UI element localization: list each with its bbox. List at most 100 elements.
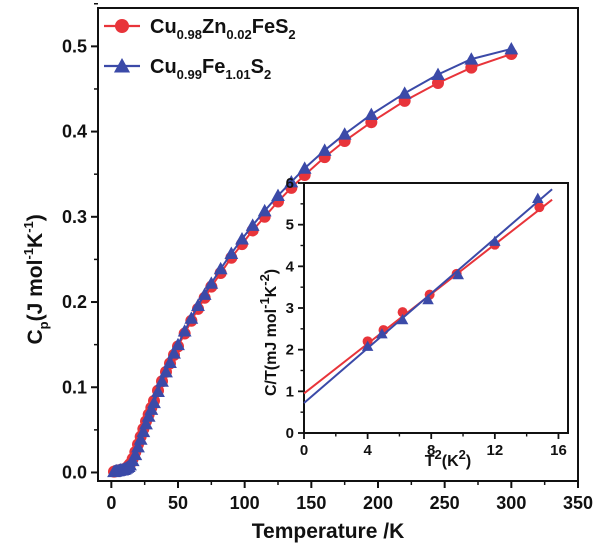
data-point (432, 76, 444, 89)
data-point (464, 52, 479, 65)
inset-y-tick-label: 3 (286, 300, 294, 317)
legend-marker (113, 57, 131, 73)
data-point (133, 432, 148, 445)
main-plot-frame (97, 7, 579, 482)
y-title-base: C (24, 329, 47, 344)
main-plot: 0 50 100 150 200 250 300 3500.00.10.20.30.40.5T… (21, 2, 593, 543)
legend-label-sub: 0.98 (177, 27, 202, 42)
legend-label: Cu0.98Zn0.02FeS2 (150, 16, 296, 42)
inset-y-title-sup: -1 (257, 297, 272, 309)
inset-x-title-end: ) (466, 453, 471, 470)
data-point (396, 313, 409, 325)
x-tick-label: 200 (363, 493, 393, 513)
inset-y-axis-title: C/T(mJ mol-1K-2) (257, 269, 280, 396)
y-title-sub: p (36, 321, 51, 329)
y-tick-label: 0.5 (62, 36, 87, 56)
data-point (171, 337, 185, 351)
data-point (245, 218, 260, 231)
data-point (136, 424, 151, 438)
data-point (235, 232, 249, 245)
data-point (184, 311, 199, 324)
legend-label-sub: 1.01 (225, 67, 250, 82)
x-tick-label: 150 (296, 493, 326, 513)
x-tick-label: 0 (106, 493, 116, 513)
inset-x-tick-label: 8 (427, 442, 435, 459)
data-point (141, 409, 156, 422)
legend-label: Cu0.99Fe1.01S2 (150, 56, 271, 82)
inset-x-title-rest: (K (442, 453, 459, 470)
x-axis-title: Temperature /K (252, 520, 405, 543)
data-point (257, 203, 272, 217)
y-title-rest: (J mol (24, 260, 47, 322)
inset-y-tick-label: 6 (286, 175, 294, 192)
data-point (204, 276, 219, 289)
data-point (128, 447, 143, 461)
inset-x-tick-label: 16 (550, 442, 567, 459)
data-point (144, 402, 159, 415)
x-tick-label: 50 (168, 493, 188, 513)
inset-y-title-end: ) (263, 269, 280, 274)
legend-label-part: Cu (150, 16, 177, 38)
inset-x-title-base: T (425, 453, 435, 470)
data-point (489, 235, 501, 246)
data-point (155, 374, 169, 387)
data-point (534, 202, 545, 213)
x-tick-label: 250 (430, 493, 460, 513)
inset-y-tick-label: 5 (286, 217, 294, 234)
data-point (224, 246, 239, 259)
data-point (167, 346, 181, 359)
data-point (431, 67, 445, 80)
data-point (159, 365, 173, 378)
legend-label-sub: 2 (264, 67, 271, 82)
inset-x-tick-label: 0 (300, 442, 308, 459)
y-title-end: ) (24, 214, 47, 221)
data-point (147, 395, 161, 409)
legend-label-sub: 2 (288, 27, 295, 42)
inset-frame (303, 182, 569, 434)
data-point (465, 61, 478, 74)
data-point (337, 127, 352, 140)
inset-x-title-sup: 2 (459, 447, 466, 462)
data-point (361, 340, 374, 351)
data-point (284, 174, 299, 188)
data-point (364, 107, 379, 121)
y-title-sup: -1 (21, 221, 36, 233)
x-tick-label: 350 (563, 493, 593, 513)
y-tick-label: 0.1 (62, 377, 87, 397)
data-point (317, 143, 332, 156)
legend-label-sub: 0.02 (226, 27, 251, 42)
y-title-unit: K (24, 233, 47, 248)
data-point (504, 42, 519, 55)
data-point (422, 293, 434, 305)
inset-x-axis-title: T2(K2) (425, 447, 471, 470)
legend-item-red: Cu0.98Zn0.02FeS2 (104, 16, 296, 42)
legend-item-blue: Cu0.99Fe1.01S2 (104, 56, 271, 82)
data-point (151, 384, 165, 398)
inset-x-title-sup: 2 (435, 447, 442, 462)
legend-label-part: S (251, 56, 264, 78)
legend-label-part: Fe (202, 56, 225, 78)
inset-x-tick-label: 12 (486, 442, 503, 459)
x-tick-label: 100 (230, 493, 260, 513)
inset-series-blue (303, 188, 553, 404)
data-point (177, 324, 192, 337)
legend-label-part: Cu (150, 56, 177, 78)
data-point (213, 261, 228, 275)
data-point (163, 355, 177, 369)
y-axis-title: Cp(J mol-1K-1) (21, 214, 51, 344)
inset-y-title-sup: -2 (257, 274, 272, 286)
data-point (397, 86, 412, 99)
data-point (191, 298, 205, 311)
legend-label-sub: 0.99 (177, 67, 202, 82)
inset-y-title-base: C/T(mJ mol (263, 309, 280, 396)
inset-y-tick-label: 2 (286, 342, 294, 359)
legend-label-part: Zn (202, 16, 226, 38)
data-point (297, 161, 312, 174)
data-point (131, 440, 145, 453)
y-tick-label: 0.0 (62, 462, 87, 482)
legend-marker (115, 19, 129, 33)
